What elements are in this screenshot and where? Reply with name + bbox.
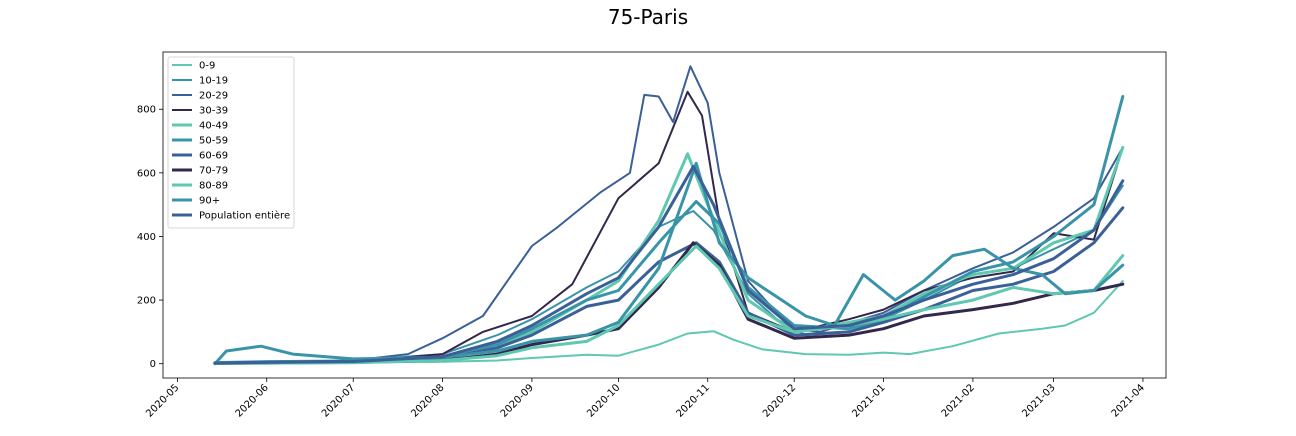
x-tick-label: 2020-08: [409, 382, 446, 419]
chart-title: 75-Paris: [608, 5, 688, 29]
series-line-3: [213, 90, 1124, 365]
x-axis: 2020-05 2020-06 2020-07 2020-08 2020-09 2020-…: [144, 378, 1147, 420]
x-tick-label: 2020-07: [320, 382, 357, 419]
series-layer: [213, 65, 1125, 366]
legend-label: 70-79: [199, 166, 228, 177]
legend-label: 10-19: [199, 76, 228, 87]
x-tick-label: 2020-10: [585, 382, 622, 419]
x-tick-label: 2021-02: [940, 382, 977, 419]
legend-label: 90+: [199, 196, 220, 207]
x-tick-label: 2021-01: [850, 382, 887, 419]
series-line-9: [213, 161, 1125, 366]
x-tick-label: 2020-11: [675, 382, 712, 419]
legend-label: 40-49: [199, 121, 228, 132]
legend-label: 50-59: [199, 136, 228, 147]
series-line-10: [213, 165, 1125, 365]
legend-label: Population entière: [199, 210, 290, 222]
legend: 0-9 10-19 20-29 30-39 40-49 50-59 60-69 70-79 80…: [167, 56, 295, 229]
x-tick-label: 2021-03: [1020, 382, 1057, 419]
y-tick-label: 800: [137, 105, 156, 116]
series-line-8: [213, 244, 1125, 365]
y-axis: 0 200 400 600 800: [137, 105, 163, 370]
x-tick-label: 2020-06: [234, 382, 271, 419]
legend-label: 0-9: [199, 61, 215, 72]
y-tick-label: 0: [150, 359, 156, 370]
x-tick-label: 2020-12: [761, 382, 798, 419]
legend-label: 80-89: [199, 181, 228, 192]
legend-box: [167, 56, 295, 229]
y-tick-label: 200: [137, 296, 156, 307]
legend-label: 30-39: [199, 106, 228, 117]
y-tick-label: 600: [137, 168, 156, 179]
series-line-2: [213, 65, 1124, 364]
x-tick-label: 2021-04: [1110, 382, 1147, 419]
x-tick-label: 2020-05: [144, 382, 181, 419]
y-tick-label: 400: [137, 232, 156, 243]
series-line-0: [213, 280, 1124, 365]
legend-label: 20-29: [199, 91, 228, 102]
legend-label: 60-69: [199, 151, 228, 162]
x-tick-label: 2020-09: [499, 382, 536, 419]
